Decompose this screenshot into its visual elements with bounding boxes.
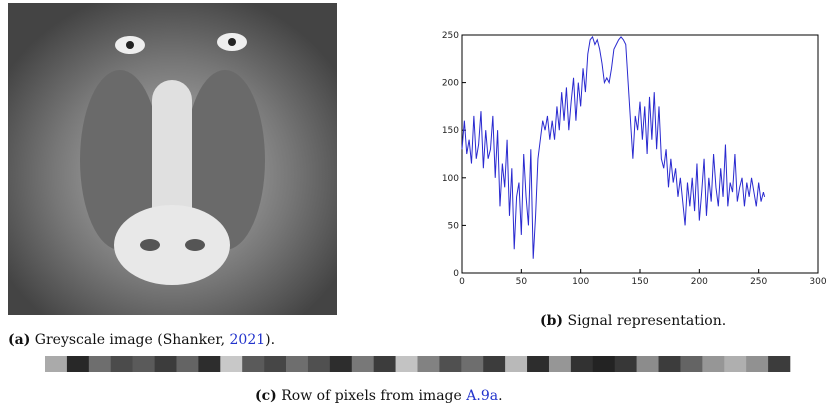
x-tick-label: 200 bbox=[691, 277, 708, 287]
pixel bbox=[527, 356, 550, 372]
y-tick-label: 100 bbox=[442, 174, 459, 184]
x-tick-label: 250 bbox=[750, 277, 767, 287]
caption-c: (c) Row of pixels from image A.9a. bbox=[255, 388, 503, 404]
y-tick-label: 200 bbox=[442, 79, 459, 89]
pixel bbox=[636, 356, 659, 372]
caption-text: Greyscale image (Shanker, bbox=[34, 332, 230, 348]
pixel bbox=[702, 356, 725, 372]
caption-text: Row of pixels from image bbox=[281, 388, 467, 404]
pixel bbox=[66, 356, 90, 372]
caption-label: (a) bbox=[8, 332, 31, 348]
caption-a: (a) Greyscale image (Shanker, 2021). bbox=[8, 332, 275, 348]
pixel bbox=[614, 356, 637, 372]
citation-link[interactable]: 2021 bbox=[229, 332, 266, 348]
pixel bbox=[176, 356, 199, 372]
pixel bbox=[351, 356, 374, 372]
pixel bbox=[132, 356, 155, 372]
x-tick-label: 100 bbox=[572, 277, 589, 287]
pixel bbox=[373, 356, 396, 372]
y-tick-label: 150 bbox=[442, 126, 459, 136]
x-tick-label: 0 bbox=[459, 277, 465, 287]
reference-link[interactable]: A.9a bbox=[466, 388, 499, 404]
caption-label: (c) bbox=[255, 388, 277, 404]
pixel bbox=[88, 356, 112, 372]
pixel bbox=[768, 356, 791, 372]
x-tick-label: 50 bbox=[516, 277, 528, 287]
pixel bbox=[592, 356, 616, 372]
y-tick-label: 50 bbox=[448, 221, 460, 231]
pixel bbox=[395, 356, 418, 372]
caption-text: Signal representation. bbox=[567, 313, 727, 329]
greyscale-image bbox=[8, 3, 337, 315]
y-tick-label: 0 bbox=[453, 269, 459, 279]
caption-text: . bbox=[498, 388, 503, 404]
pixel bbox=[570, 356, 594, 372]
pixel bbox=[680, 356, 703, 372]
plot-frame bbox=[461, 34, 819, 274]
pixel bbox=[461, 356, 484, 372]
pixel bbox=[417, 356, 440, 372]
pixel bbox=[264, 356, 287, 372]
pixel bbox=[548, 356, 572, 372]
caption-text: ). bbox=[265, 332, 276, 348]
pixel bbox=[110, 356, 133, 372]
pixel bbox=[439, 356, 462, 372]
pixel bbox=[329, 356, 353, 372]
pixel bbox=[307, 356, 331, 372]
pixel bbox=[45, 356, 68, 372]
pixel bbox=[483, 356, 506, 372]
pixel bbox=[658, 356, 681, 372]
pixel bbox=[220, 356, 243, 372]
pixel bbox=[505, 356, 528, 372]
signal-line bbox=[461, 35, 766, 259]
pixel bbox=[724, 356, 747, 372]
pixel bbox=[746, 356, 769, 372]
pixel bbox=[242, 356, 265, 372]
y-tick-label: 250 bbox=[442, 31, 459, 41]
pixel bbox=[198, 356, 221, 372]
caption-b: (b) Signal representation. bbox=[540, 313, 726, 329]
caption-label: (b) bbox=[540, 313, 564, 329]
pixel bbox=[154, 356, 177, 372]
x-tick-label: 300 bbox=[809, 277, 826, 287]
x-tick-label: 150 bbox=[631, 277, 648, 287]
pixel bbox=[286, 356, 309, 372]
